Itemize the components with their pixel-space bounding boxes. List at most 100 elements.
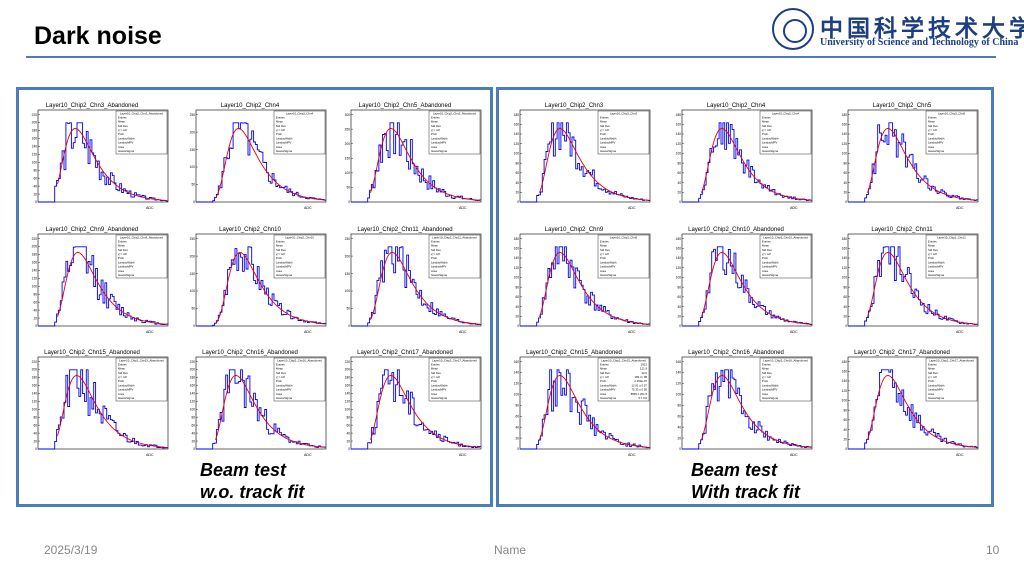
stats-label: Mean — [118, 244, 125, 248]
y-tick-label: 200 — [32, 368, 38, 372]
x-axis-label: ADC — [628, 206, 636, 210]
stats-box-title: Layer10_Chip2_Chn9 — [610, 235, 638, 239]
stats-label: LandauWidth — [928, 383, 945, 387]
plot-title: Layer10_Chip2_Chn5_Abandoned — [359, 103, 451, 109]
stats-label: Mean — [928, 244, 935, 248]
y-tick-label: 100 — [842, 399, 848, 403]
y-tick-label: 140 — [514, 256, 520, 260]
y-tick-label: 180 — [32, 376, 38, 380]
stats-label: LandauMPV — [600, 388, 616, 392]
histogram-svg: Layer10_Chip2_Chn16_Abandoned 0 20 40 60 80 10… — [190, 350, 327, 457]
stats-value: 42.6 — [642, 371, 648, 375]
y-tick-label: 160 — [514, 123, 520, 127]
stats-label: Entries — [600, 239, 609, 243]
stats-label: LandauWidth — [762, 136, 779, 140]
stats-label: GaussSigma — [118, 273, 134, 277]
stats-value: 121.9 — [640, 367, 647, 371]
y-tick-label: 180 — [676, 237, 682, 241]
stats-label: Area — [276, 392, 282, 396]
stats-label: GaussSigma — [928, 273, 944, 277]
histogram-svg: Layer10_Chip2_Chn15_Abandoned 0 20 40 60 80 10… — [514, 350, 651, 457]
stats-label: Std Dev — [928, 124, 939, 128]
x-axis-label: ADC — [304, 453, 312, 457]
stats-label: Mean — [928, 367, 935, 371]
plot-title: Layer10_Chip2_Chn11 — [871, 227, 933, 233]
caption-right-line1: Beam test — [691, 460, 778, 480]
fit-curve — [57, 375, 168, 448]
plot-title: Layer10_Chip2_Chn5 — [873, 103, 932, 109]
plot-title: Layer10_Chip2_Chn3 — [545, 103, 604, 109]
stats-value: 12.01 ± 0.57 — [631, 383, 647, 387]
stats-label: χ² / ndf — [928, 252, 937, 256]
y-tick-label: 180 — [514, 237, 520, 241]
stats-box — [597, 110, 650, 155]
stats-label: Area — [762, 392, 768, 396]
stats-label: Mean — [762, 120, 769, 124]
y-tick-label: 140 — [32, 145, 38, 149]
stats-label: LandauWidth — [928, 260, 945, 264]
stats-label: Prob — [431, 132, 437, 136]
stats-label: Std Dev — [431, 124, 442, 128]
stats-box — [759, 357, 812, 402]
y-tick-label: 20 — [33, 192, 37, 196]
stats-label: GaussSigma — [600, 149, 616, 153]
stats-label: χ² / ndf — [762, 128, 771, 132]
stats-label: GaussSigma — [762, 396, 778, 400]
stats-label: LandauMPV — [762, 388, 778, 392]
fit-curve — [867, 127, 978, 201]
y-tick-label: 80 — [191, 415, 195, 419]
stats-label: Area — [762, 145, 768, 149]
stats-label: LandauWidth — [431, 136, 448, 140]
stats-box — [925, 234, 978, 279]
y-tick-label: 60 — [515, 171, 519, 175]
y-tick-label: 80 — [843, 285, 847, 289]
y-tick-label: 150 — [190, 272, 196, 276]
stats-box-title: Layer10_Chip2_Chn9_Abandoned — [120, 235, 164, 239]
stats-label: Entries — [600, 115, 609, 119]
stats-label: Std Dev — [276, 124, 287, 128]
stats-label: LandauMPV — [600, 141, 616, 145]
stats-label: Prob — [276, 132, 282, 136]
y-tick-label: 80 — [33, 415, 37, 419]
plot-title: Layer10_Chip2_Chn4 — [707, 103, 766, 109]
y-tick-label: 40 — [33, 184, 37, 188]
stats-label: LandauMPV — [762, 265, 778, 269]
stats-label: Prob — [762, 379, 768, 383]
y-tick-label: 140 — [514, 132, 520, 136]
stats-label: GaussSigma — [928, 149, 944, 153]
y-tick-label: 120 — [514, 142, 520, 146]
histogram-svg: Layer10_Chip2_Chn11_Abandoned 0 50 100 150 20… — [345, 227, 482, 334]
y-tick-label: 150 — [345, 272, 351, 276]
stats-box — [428, 234, 481, 279]
y-tick-label: 0 — [679, 200, 681, 204]
y-tick-label: 50 — [191, 307, 195, 311]
y-tick-label: 250 — [190, 113, 196, 117]
x-axis-label: ADC — [304, 330, 312, 334]
university-seal-icon — [772, 8, 814, 50]
fit-curve — [701, 374, 812, 448]
stats-label: χ² / ndf — [118, 252, 127, 256]
stats-label: Std Dev — [431, 371, 442, 375]
stats-box-title: Layer10_Chip2_Chn15_Abandoned — [601, 358, 646, 362]
histogram-plot: Layer10_Chip2_Chn11_Abandoned 0 50 100 150 20… — [337, 224, 485, 336]
y-tick-label: 180 — [345, 376, 351, 380]
y-tick-label: 60 — [515, 414, 519, 418]
y-tick-label: 140 — [190, 392, 196, 396]
y-tick-label: 0 — [193, 200, 195, 204]
y-tick-label: 100 — [514, 276, 520, 280]
y-tick-label: 140 — [842, 256, 848, 260]
stats-box-title: Layer10_Chip2_Chn17_Abandoned — [929, 358, 974, 362]
stats-label: LandauMPV — [118, 388, 134, 392]
y-tick-label: 0 — [348, 447, 350, 451]
histogram-plot: Layer10_Chip2_Chn4 0 50 100 150 200 250 ADC Laye… — [182, 100, 330, 212]
stats-label: Area — [118, 392, 124, 396]
stats-box-title: Layer10_Chip2_Chn17_Abandoned — [432, 358, 477, 362]
stats-label: Entries — [762, 362, 771, 366]
stats-label: Std Dev — [276, 371, 287, 375]
stats-value: 8595 ± 201.5 — [631, 392, 648, 396]
y-tick-label: 150 — [345, 157, 351, 161]
stats-label: Area — [118, 145, 124, 149]
y-tick-label: 160 — [676, 360, 682, 364]
y-tick-label: 140 — [345, 392, 351, 396]
stats-label: LandauMPV — [762, 141, 778, 145]
